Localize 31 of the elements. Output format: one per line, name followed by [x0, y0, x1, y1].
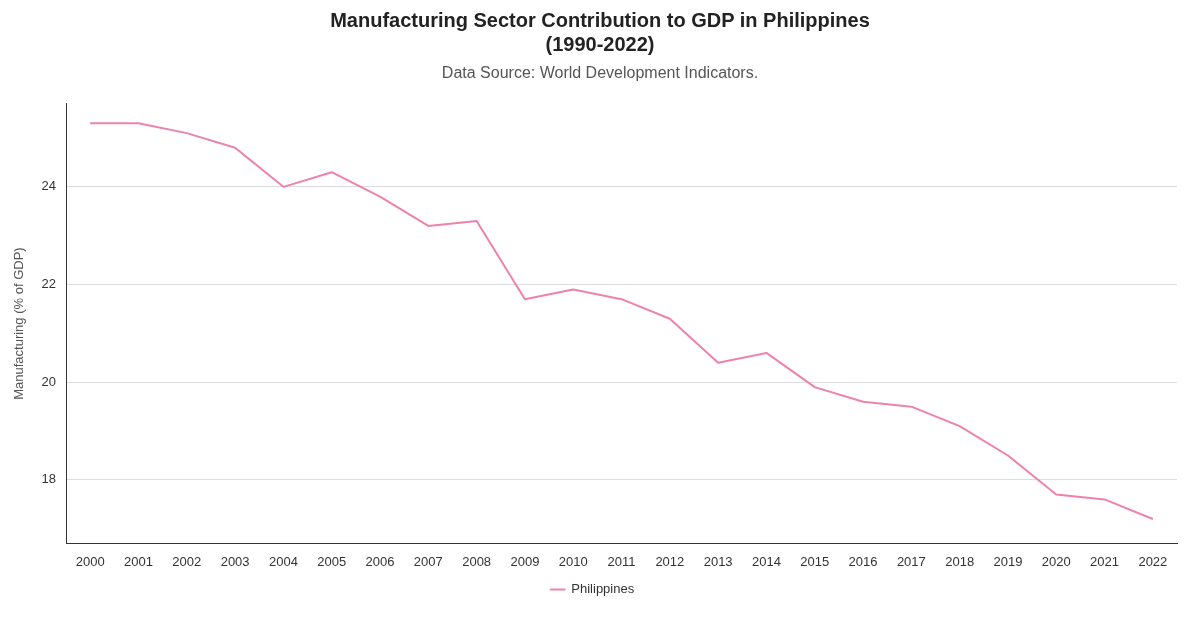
y-axis-title: Manufacturing (% of GDP) [11, 247, 27, 400]
x-tick-label: 2021 [1090, 553, 1120, 569]
y-tick-label: 22 [41, 276, 57, 292]
x-tick-label: 2007 [413, 553, 443, 569]
x-tick-label: 2002 [172, 553, 202, 569]
chart-title: Manufacturing Sector Contribution to GDP in Philippines (1990-2022) [329, 8, 871, 56]
x-tick-label: 2012 [655, 553, 685, 569]
x-tick-label: 2006 [365, 553, 395, 569]
x-tick-label: 2020 [1041, 553, 1071, 569]
y-tick-label: 18 [41, 471, 57, 487]
x-tick-label: 2014 [751, 553, 781, 569]
x-tick-label: 2017 [896, 553, 926, 569]
x-tick-label: 2018 [945, 553, 975, 569]
x-tick-label: 2010 [558, 553, 588, 569]
x-tick-label: 2022 [1138, 553, 1168, 569]
y-tick-label: 20 [41, 373, 57, 389]
x-tick-label: 2005 [317, 553, 347, 569]
x-tick-label: 2004 [268, 553, 298, 569]
y-tick-label: 24 [41, 178, 57, 194]
x-tick-label: 2003 [220, 553, 250, 569]
x-tick-label: 2015 [800, 553, 830, 569]
legend-label: Philippines [571, 581, 635, 597]
chart-subtitle: Data Source: World Development Indicators. [440, 64, 760, 82]
x-tick-label: 2019 [993, 553, 1023, 569]
x-tick-label: 2000 [75, 553, 105, 569]
x-tick-label: 2011 [607, 553, 636, 569]
x-tick-label: 2001 [124, 553, 153, 569]
x-tick-label: 2008 [462, 553, 492, 569]
x-tick-label: 2013 [703, 553, 733, 569]
x-tick-label: 2009 [510, 553, 540, 569]
x-tick-label: 2016 [848, 553, 878, 569]
